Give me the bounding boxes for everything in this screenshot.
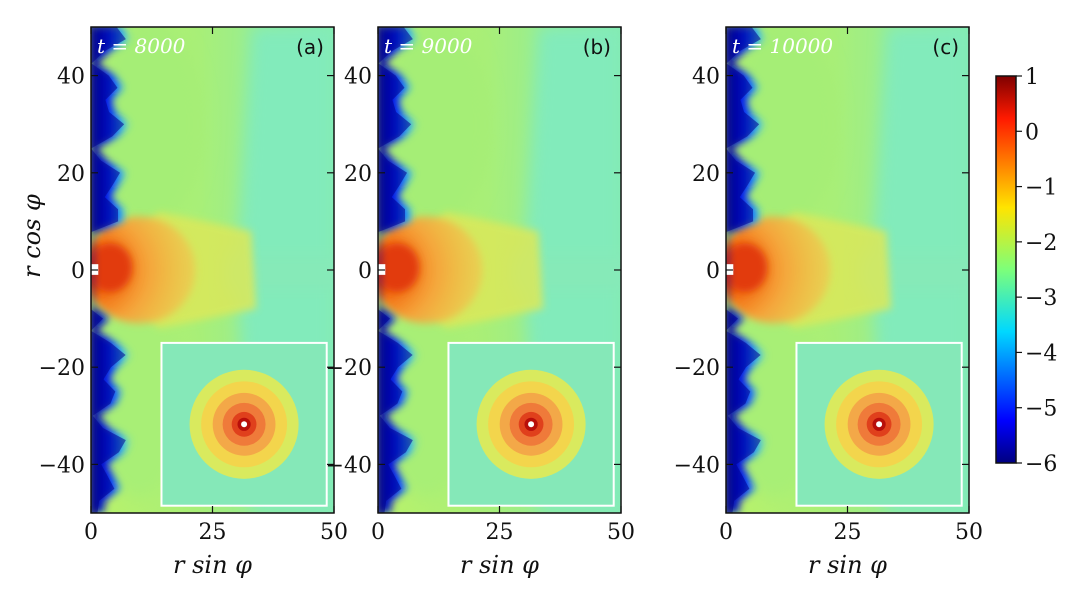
colorbar-tick-label: 1 bbox=[1025, 65, 1039, 90]
panel-1: t = 8000 (a) 0 25 50 40 20 0 −20 −40 r sin φ bbox=[39, 26, 348, 579]
colorbar-tick-label: −2 bbox=[1025, 231, 1057, 256]
panel-2: t = 9000 (b) 0 25 50 40 20 0 −20 −40 r sin φ bbox=[326, 26, 635, 579]
x-axis-label: r sin φ bbox=[460, 551, 539, 579]
colorbar-tick-label: 0 bbox=[1025, 120, 1039, 145]
x-tick-label: 50 bbox=[607, 520, 635, 545]
x-tick-label: 0 bbox=[84, 520, 98, 545]
x-tick-label: 25 bbox=[834, 520, 862, 545]
x-tick-label: 0 bbox=[371, 520, 385, 545]
panel-label: (c) bbox=[932, 35, 959, 59]
y-tick-label: −40 bbox=[326, 453, 372, 478]
x-tick-label: 50 bbox=[955, 520, 983, 545]
colorbar-tick-label: −4 bbox=[1025, 341, 1057, 366]
y-tick-label: −40 bbox=[39, 453, 85, 478]
y-axis-label: r cos φ bbox=[18, 194, 46, 278]
colorbar-tick-label: −6 bbox=[1025, 452, 1057, 477]
y-tick-label: 40 bbox=[57, 65, 85, 90]
x-axis-label: r sin φ bbox=[808, 551, 887, 579]
colorbar: 1 0 −1 −2 −3 −4 −5 −6 bbox=[995, 65, 1057, 477]
x-axis-label: r sin φ bbox=[173, 551, 252, 579]
y-tick-label: 20 bbox=[344, 162, 372, 187]
panel-label: (a) bbox=[296, 35, 324, 59]
y-tick-label: 40 bbox=[344, 65, 372, 90]
x-tick-label: 25 bbox=[486, 520, 514, 545]
y-tick-label: −40 bbox=[674, 453, 720, 478]
y-tick-label: −20 bbox=[39, 356, 85, 381]
colorbar-tick-label: −3 bbox=[1025, 286, 1057, 311]
inset bbox=[795, 341, 963, 507]
panel-3: t = 10000 (c) 0 25 50 40 20 0 −20 −40 r sin φ bbox=[674, 26, 983, 579]
y-tick-label: −20 bbox=[326, 356, 372, 381]
x-tick-label: 25 bbox=[199, 520, 227, 545]
y-tick-label: −20 bbox=[674, 356, 720, 381]
time-label: t = 10000 bbox=[732, 34, 833, 58]
inset bbox=[160, 341, 328, 507]
x-tick-label: 50 bbox=[320, 520, 348, 545]
colorbar-tick-label: −5 bbox=[1025, 397, 1057, 422]
y-tick-label: 0 bbox=[706, 259, 720, 284]
y-tick-label: 20 bbox=[57, 162, 85, 187]
colorbar-tick-label: −1 bbox=[1025, 176, 1057, 201]
y-tick-label: 0 bbox=[71, 259, 85, 284]
panel-label: (b) bbox=[583, 35, 611, 59]
time-label: t = 8000 bbox=[97, 34, 186, 58]
y-tick-label: 0 bbox=[358, 259, 372, 284]
y-tick-label: 20 bbox=[692, 162, 720, 187]
time-label: t = 9000 bbox=[384, 34, 473, 58]
x-tick-label: 0 bbox=[719, 520, 733, 545]
y-tick-label: 40 bbox=[692, 65, 720, 90]
inset bbox=[447, 341, 615, 507]
